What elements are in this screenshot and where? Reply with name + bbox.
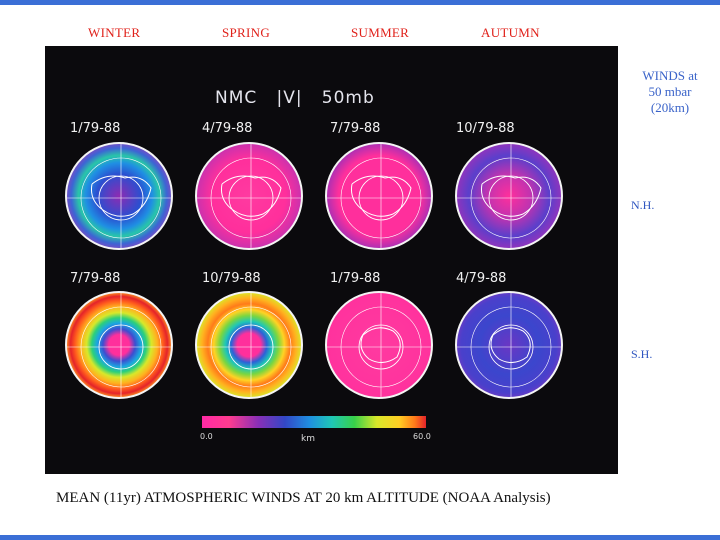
nh-winter-globe bbox=[65, 142, 173, 250]
bottom-frame-bar bbox=[0, 535, 720, 540]
graticule-icon bbox=[457, 144, 561, 248]
wind-map-panel: NMC |V| 50mb 1/79-88 4/79-88 7/79-88 10/… bbox=[45, 46, 618, 474]
nh-summer-globe bbox=[325, 142, 433, 250]
period-label: 7/79-88 bbox=[330, 121, 381, 136]
period-label: 4/79-88 bbox=[202, 121, 253, 136]
nh-spring-globe bbox=[195, 142, 303, 250]
graticule-icon bbox=[67, 293, 171, 397]
winds-note: WINDS at 50 mbar (20km) bbox=[630, 68, 710, 116]
winds-note-line: (20km) bbox=[650, 100, 690, 115]
season-label-spring: SPRING bbox=[222, 25, 271, 40]
sh-winter-globe bbox=[65, 291, 173, 399]
period-label: 4/79-88 bbox=[456, 271, 507, 286]
wind-speed-colorbar bbox=[202, 416, 426, 428]
sh-autumn-globe bbox=[455, 291, 563, 399]
nh-autumn-globe bbox=[455, 142, 563, 250]
winds-note-line: 50 mbar bbox=[648, 84, 692, 99]
period-label: 1/79-88 bbox=[330, 271, 381, 286]
period-label: 10/79-88 bbox=[202, 271, 261, 286]
colorbar-min-label: 0.0 bbox=[200, 432, 213, 441]
colorbar-unit-label: km bbox=[301, 434, 315, 444]
top-frame-bar bbox=[0, 0, 720, 5]
season-label-autumn: AUTUMN bbox=[481, 25, 540, 40]
graticule-icon bbox=[327, 293, 431, 397]
hemisphere-label-nh: N.H. bbox=[631, 198, 655, 212]
period-label: 1/79-88 bbox=[70, 121, 121, 136]
panel-title: NMC |V| 50mb bbox=[215, 88, 375, 108]
season-label-summer: SUMMER bbox=[351, 25, 410, 40]
season-label-winter: WINTER bbox=[88, 25, 141, 40]
colorbar-max-label: 60.0 bbox=[413, 432, 431, 441]
sh-summer-globe bbox=[325, 291, 433, 399]
period-label: 7/79-88 bbox=[70, 271, 121, 286]
graticule-icon bbox=[197, 144, 301, 248]
hemisphere-label-sh: S.H. bbox=[631, 347, 653, 361]
winds-note-line: WINDS at bbox=[642, 68, 698, 83]
graticule-icon bbox=[327, 144, 431, 248]
graticule-icon bbox=[67, 144, 171, 248]
sh-spring-globe bbox=[195, 291, 303, 399]
figure-caption: MEAN (11yr) ATMOSPHERIC WINDS AT 20 km A… bbox=[56, 490, 551, 506]
period-label: 10/79-88 bbox=[456, 121, 515, 136]
graticule-icon bbox=[197, 293, 301, 397]
graticule-icon bbox=[457, 293, 561, 397]
